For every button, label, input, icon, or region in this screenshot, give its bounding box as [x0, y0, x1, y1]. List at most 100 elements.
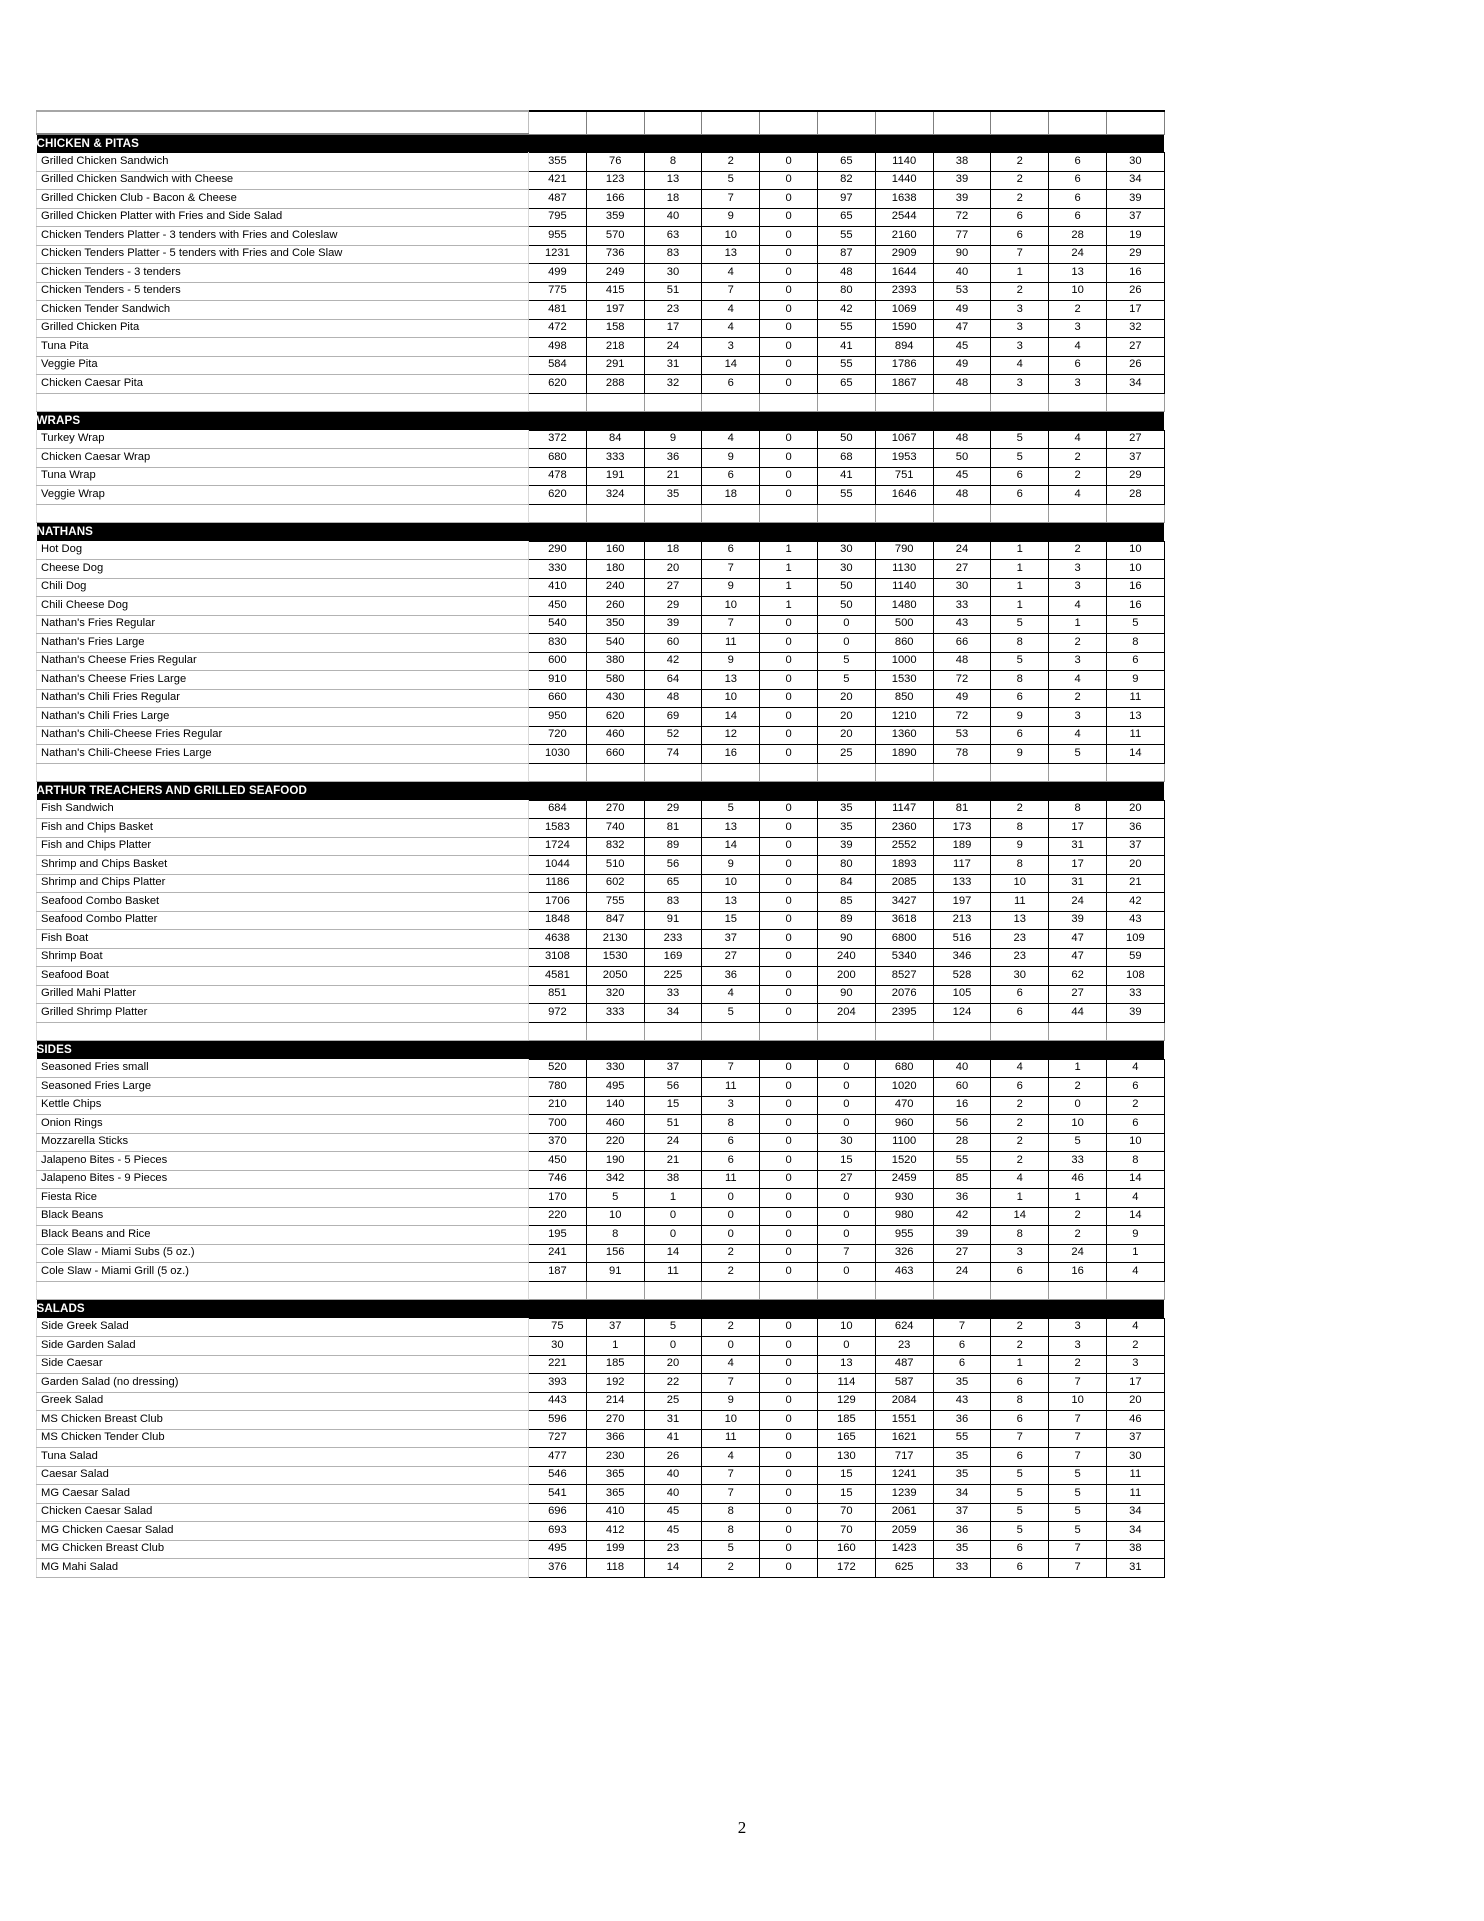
- table-cell-value: 7: [701, 1058, 761, 1078]
- table-cell-item-name: Fish and Chips Platter: [36, 837, 529, 856]
- table-cell-value: 26: [1105, 281, 1165, 301]
- table-cell-value: 370: [528, 1132, 587, 1152]
- table-row: Veggie Wrap 620 324 35 18 0 55 1646 48 6 4 28: [36, 485, 1165, 505]
- spacer-cell: [585, 504, 645, 523]
- table-cell-value: 2: [701, 1243, 761, 1263]
- table-cell-value: 2084: [874, 1391, 934, 1411]
- section-header-filler: [644, 781, 702, 800]
- table-cell-value: 0: [701, 1225, 761, 1245]
- spacer-cell: [1105, 1281, 1165, 1300]
- table-cell-value: 16: [1048, 1262, 1107, 1282]
- table-cell-value: 0: [759, 892, 818, 912]
- table-cell-value: 1646: [874, 485, 934, 505]
- table-cell-value: 29: [643, 799, 703, 819]
- table-cell-value: 34: [1105, 1521, 1165, 1541]
- table-cell-value: 0: [759, 836, 818, 856]
- section-header-filler: [875, 134, 934, 153]
- table-cell-item-name: MS Chicken Breast Club: [36, 1410, 529, 1430]
- table-row: Grilled Shrimp Platter 972 333 34 5 0 204 2395 1…: [36, 1003, 1165, 1023]
- table-cell-value: 11: [1105, 1484, 1165, 1504]
- table-row: Chicken Caesar Pita 620 288 32 6 0 65 1867 48 3 3 3…: [36, 374, 1165, 394]
- table-row: Onion Rings 700 460 51 8 0 0 960 56 2 10 6: [36, 1114, 1165, 1134]
- table-cell-value: 0: [759, 818, 818, 838]
- table-cell-value: 89: [643, 836, 703, 856]
- table-cell-item-name: Greek Salad: [36, 1392, 529, 1411]
- table-cell-value: 443: [528, 1391, 587, 1411]
- section-header-filler: [817, 522, 876, 541]
- table-cell-item-name: Cole Slaw - Miami Subs (5 oz.): [36, 1244, 529, 1263]
- table-cell-value: 20: [816, 688, 876, 708]
- spacer-cell: [932, 504, 992, 523]
- spacer-cell: [36, 504, 529, 523]
- section-header-filler: [1106, 522, 1165, 541]
- spacer-cell: [585, 393, 645, 412]
- table-cell-value: 1140: [874, 577, 934, 597]
- section-header-row: WRAPS: [36, 411, 1165, 430]
- table-cell-value: 13: [643, 170, 703, 190]
- table-cell-value: 3: [1048, 318, 1107, 338]
- table-row: Chili Dog 410 240 27 9 1 50 1140 30 1 3 16: [36, 577, 1165, 597]
- table-cell-value: 53: [932, 725, 992, 745]
- table-cell-value: 795: [528, 207, 587, 227]
- spacer-cell: [701, 1281, 761, 1300]
- table-cell-value: 11: [1105, 1465, 1165, 1485]
- table-cell-value: 2: [701, 152, 761, 172]
- table-cell-value: 52: [643, 725, 703, 745]
- spacer-cell: [528, 393, 587, 412]
- table-cell-item-name: Cheese Dog: [36, 559, 529, 579]
- table-row: Chicken Tender Sandwich 481 197 23 4 0 42 1069 4…: [36, 300, 1165, 320]
- table-cell-value: 241: [528, 1243, 587, 1263]
- table-row: Fish Sandwich 684 270 29 5 0 35 1147 81 2 8 20: [36, 799, 1165, 819]
- table-cell-value: 68: [816, 448, 876, 468]
- table-cell-value: 29: [643, 596, 703, 616]
- section-header-filler: [990, 781, 1049, 800]
- table-row: Cole Slaw - Miami Subs (5 oz.) 241 156 14 2 0…: [36, 1243, 1165, 1263]
- table-cell-value: 41: [643, 1428, 703, 1448]
- table-cell-value: 14: [701, 707, 761, 727]
- table-cell-value: 130: [816, 1447, 876, 1467]
- table-cell-value: 0: [759, 1169, 818, 1189]
- table-row: Seafood Combo Basket 1706 755 83 13 0 85 3427 19…: [36, 892, 1165, 912]
- table-cell-item-name: Shrimp Boat: [36, 948, 529, 967]
- table-cell-value: 0: [759, 300, 818, 320]
- table-cell-value: 0: [816, 614, 876, 634]
- table-cell-value: 6: [701, 1132, 761, 1152]
- table-cell-value: 2: [1048, 1077, 1107, 1097]
- table-cell-value: 34: [1105, 374, 1165, 394]
- table-cell-value: 0: [759, 1354, 818, 1374]
- table-cell-value: 412: [585, 1521, 645, 1541]
- table-cell-value: 5: [701, 1003, 761, 1023]
- table-cell-value: 830: [528, 633, 587, 653]
- section-header-filler: [1106, 411, 1165, 430]
- table-cell-value: 14: [1105, 744, 1165, 764]
- table-cell-value: 0: [759, 1225, 818, 1245]
- table-cell-value: 2552: [874, 836, 934, 856]
- table-row: Nathan's Fries Large 830 540 60 11 0 0 860 66 8 2 8: [36, 633, 1165, 653]
- table-cell-value: 32: [1105, 318, 1165, 338]
- table-cell-value: 27: [816, 1169, 876, 1189]
- table-cell-value: 35: [816, 799, 876, 819]
- header-cell-value: [816, 110, 876, 135]
- table-cell-value: 717: [874, 1447, 934, 1467]
- table-cell-value: 0: [759, 984, 818, 1004]
- table-cell-value: 48: [816, 263, 876, 283]
- table-cell-value: 31: [1048, 873, 1107, 893]
- table-cell-value: 0: [759, 1465, 818, 1485]
- table-cell-value: 41: [816, 466, 876, 486]
- table-cell-item-name: Seafood Combo Basket: [36, 892, 529, 912]
- table-cell-value: 495: [528, 1539, 587, 1559]
- table-cell-value: 69: [643, 707, 703, 727]
- table-row: Cole Slaw - Miami Grill (5 oz.) 187 91 11 2 0…: [36, 1262, 1165, 1282]
- table-cell-value: 460: [585, 1114, 645, 1134]
- table-cell-value: 516: [932, 929, 992, 949]
- table-row: Shrimp and Chips Basket 1044 510 56 9 0 80 1893…: [36, 855, 1165, 875]
- table-cell-value: 5: [701, 799, 761, 819]
- table-cell-value: 3: [1048, 651, 1107, 671]
- table-cell-value: 6: [990, 1003, 1050, 1023]
- table-cell-value: 342: [585, 1169, 645, 1189]
- table-cell-value: 0: [759, 1391, 818, 1411]
- table-cell-value: 195: [528, 1225, 587, 1245]
- table-cell-value: 14: [1105, 1169, 1165, 1189]
- table-cell-value: 13: [701, 818, 761, 838]
